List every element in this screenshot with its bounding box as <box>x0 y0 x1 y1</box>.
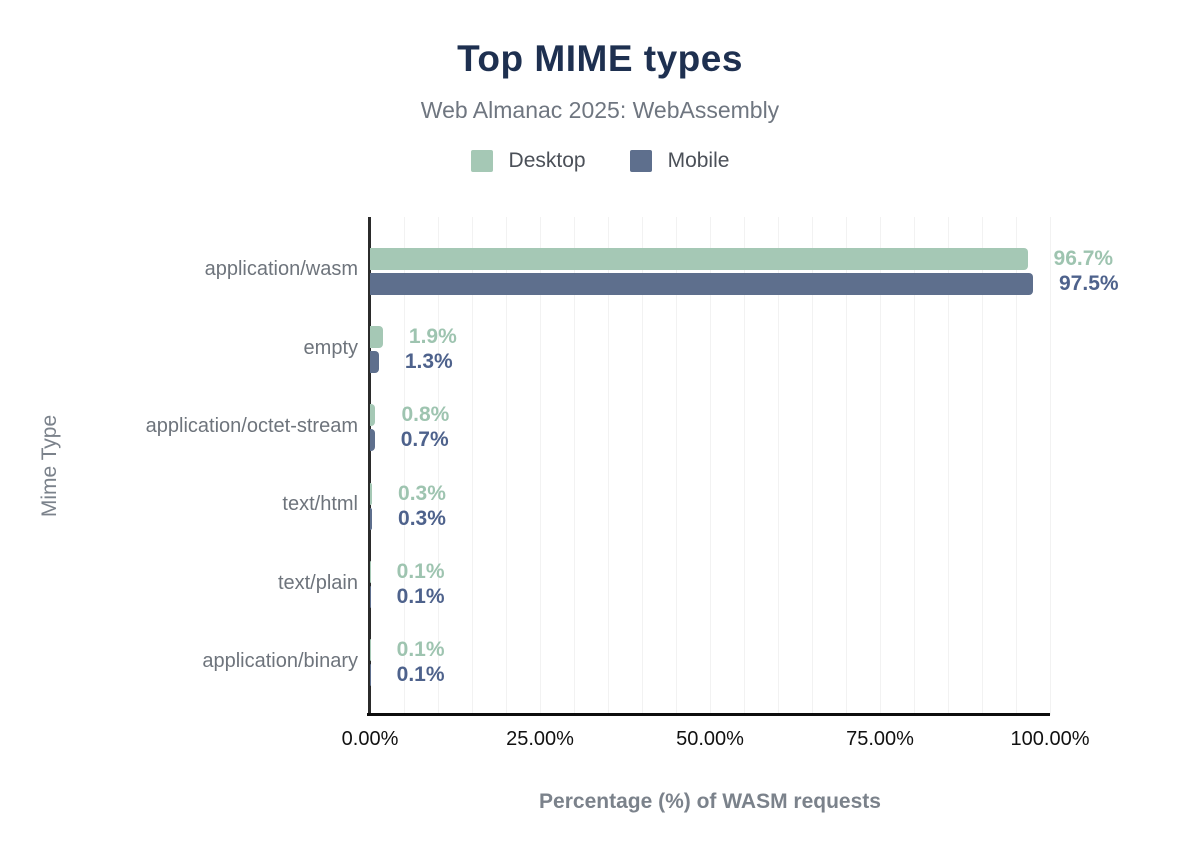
x-tick-label: 0.00% <box>341 728 399 750</box>
category-label: text/plain <box>277 571 358 594</box>
bar-desktop-text/html[interactable] <box>370 482 373 505</box>
y-axis-line <box>368 217 371 715</box>
value-label-desktop: 1.9% <box>408 325 457 348</box>
category-label: application/wasm <box>204 258 358 281</box>
bar-mobile-application/wasm[interactable] <box>370 272 1033 295</box>
bar-desktop-application/octet-stream[interactable] <box>370 404 376 427</box>
gridline <box>812 217 813 715</box>
x-axis-title: Percentage (%) of WASM requests <box>539 790 881 813</box>
value-label-mobile: 0.1% <box>396 585 445 608</box>
gridline <box>778 217 779 715</box>
x-tick-label: 100.00% <box>1010 728 1090 750</box>
value-label-mobile: 0.1% <box>396 663 445 687</box>
gridline <box>438 217 439 715</box>
value-label-mobile: 0.7% <box>400 428 449 452</box>
bar-desktop-application/wasm[interactable] <box>370 247 1028 270</box>
gridline <box>472 217 473 715</box>
value-label-desktop: 96.7% <box>1053 246 1114 270</box>
category-label: application/octet-stream <box>145 414 358 437</box>
legend: Desktop Mobile <box>0 149 1200 173</box>
value-label-desktop: 0.1% <box>396 560 445 583</box>
value-label-mobile: 97.5% <box>1059 271 1119 295</box>
legend-label: Desktop <box>508 149 586 172</box>
value-label-desktop: 0.8% <box>401 403 450 427</box>
bar-mobile-empty[interactable] <box>370 351 379 373</box>
gridline <box>676 217 677 715</box>
gridline <box>506 217 507 715</box>
gridline <box>744 217 745 715</box>
gridline <box>540 217 541 715</box>
gridline <box>982 217 983 715</box>
bar-mobile-text/plain[interactable] <box>370 586 371 608</box>
chart-subtitle: Web Almanac 2025: WebAssembly <box>420 97 780 123</box>
gridline <box>710 217 711 715</box>
category-label: text/html <box>282 493 358 516</box>
gridline <box>574 217 575 715</box>
value-label-mobile: 1.3% <box>404 350 453 373</box>
legend-item-desktop[interactable]: Desktop <box>470 149 586 173</box>
value-label-desktop: 0.3% <box>398 481 446 505</box>
x-axis-line <box>367 713 1050 716</box>
gridline <box>404 217 405 715</box>
bar-desktop-text/plain[interactable] <box>370 561 371 583</box>
chart-title: Top MIME types <box>457 38 743 79</box>
bar-desktop-application/binary[interactable] <box>370 639 371 662</box>
x-tick-label: 50.00% <box>676 728 744 750</box>
gridline <box>948 217 949 715</box>
bar-desktop-empty[interactable] <box>370 326 383 348</box>
gridline <box>1016 217 1017 715</box>
category-label: empty <box>303 336 358 359</box>
bar-mobile-application/binary[interactable] <box>370 664 371 687</box>
bar-mobile-text/html[interactable] <box>370 507 373 530</box>
legend-swatch-mobile <box>629 150 652 172</box>
x-tick-label: 25.00% <box>506 728 574 750</box>
gridline <box>846 217 847 715</box>
legend-item-mobile[interactable]: Mobile <box>629 149 730 173</box>
value-label-mobile: 0.3% <box>398 506 446 530</box>
gridline <box>914 217 915 715</box>
category-label: application/binary <box>202 649 358 672</box>
gridline <box>608 217 609 715</box>
x-tick-label: 75.00% <box>846 728 914 750</box>
legend-swatch-desktop <box>470 150 493 172</box>
gridline <box>1050 217 1051 715</box>
value-label-desktop: 0.1% <box>396 638 445 662</box>
plot-area: application/wasm 96.7% 97.5% empty 1.9% 1.3% a… <box>146 217 1119 813</box>
gridline <box>880 217 881 715</box>
gridline <box>642 217 643 715</box>
bar-mobile-application/octet-stream[interactable] <box>370 429 375 452</box>
legend-label: Mobile <box>667 149 730 172</box>
